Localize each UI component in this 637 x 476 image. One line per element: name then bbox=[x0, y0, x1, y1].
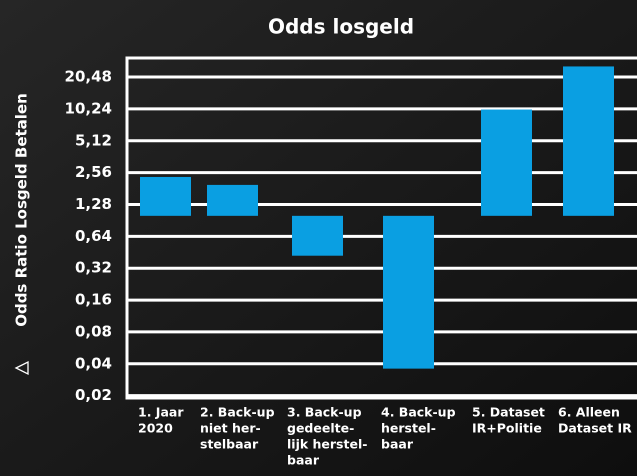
bar bbox=[292, 215, 343, 256]
x-tick-label: niet her- bbox=[200, 421, 261, 436]
bar bbox=[383, 215, 434, 369]
x-tick-label: lijk herstel- bbox=[287, 437, 367, 452]
plot-frame bbox=[125, 56, 637, 400]
x-tick-label: 2020 bbox=[138, 421, 173, 436]
x-tick-label: stelbaar bbox=[200, 437, 259, 452]
x-tick-label: 4. Back-up bbox=[381, 405, 456, 420]
y-tick-label: 0,02 bbox=[75, 386, 112, 404]
x-tick-label: 3. Back-up bbox=[287, 405, 362, 420]
y-tick-label: 5,12 bbox=[75, 131, 112, 149]
y-tick-label: 2,56 bbox=[75, 163, 112, 181]
chart-title: Odds losgeld bbox=[268, 15, 414, 39]
x-tick-label: gedeelte- bbox=[287, 421, 354, 436]
bar bbox=[207, 184, 258, 216]
bar bbox=[563, 66, 614, 216]
y-tick-label: 0,64 bbox=[75, 227, 112, 245]
x-tick-label: herstel- bbox=[381, 421, 436, 436]
x-tick-label: Dataset IR bbox=[558, 421, 632, 436]
y-tick-label: 0,08 bbox=[75, 322, 112, 340]
y-tick-label: 0,04 bbox=[75, 354, 112, 372]
x-tick-label: 6. Alleen bbox=[558, 405, 620, 420]
x-tick-label: baar bbox=[381, 437, 414, 452]
x-tick-label: IR+Politie bbox=[472, 421, 542, 436]
x-tick-label: baar bbox=[287, 453, 320, 468]
y-tick-label: 20,48 bbox=[65, 68, 112, 86]
x-tick-label: 5. Dataset bbox=[472, 405, 545, 420]
x-tick-label: 2. Back-up bbox=[200, 405, 275, 420]
y-tick-label: 0,32 bbox=[75, 259, 112, 277]
y-tick-label: 0,16 bbox=[75, 291, 112, 309]
y-axis-label: Odds Ratio Losgeld Betalen bbox=[13, 93, 31, 327]
y-tick-label: 1,28 bbox=[75, 195, 112, 213]
bar bbox=[140, 176, 191, 216]
y-tick-label: 10,24 bbox=[65, 99, 112, 117]
axis-icon bbox=[14, 360, 29, 376]
x-tick-label: 1. Jaar bbox=[138, 405, 184, 420]
bar bbox=[481, 109, 532, 216]
